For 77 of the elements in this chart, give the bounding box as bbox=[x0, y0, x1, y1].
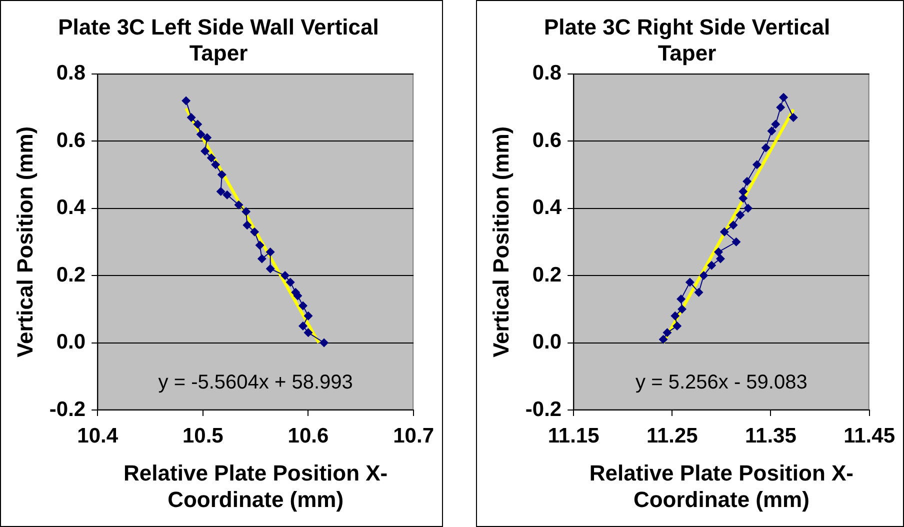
y-tick-label: -0.2 bbox=[49, 398, 86, 421]
y-tick-label: 0.2 bbox=[56, 263, 86, 286]
point bbox=[250, 227, 260, 236]
x-axis-title: Relative Plate Position X-Coordinate (mm) bbox=[124, 460, 388, 512]
point bbox=[714, 247, 723, 256]
point bbox=[200, 146, 210, 156]
x-tick-label: 10.4 bbox=[77, 424, 118, 448]
point bbox=[788, 113, 798, 122]
point bbox=[211, 160, 220, 170]
point bbox=[304, 328, 313, 338]
point bbox=[761, 143, 770, 152]
point bbox=[670, 311, 680, 320]
point bbox=[234, 200, 244, 210]
point bbox=[720, 227, 729, 236]
point bbox=[298, 301, 308, 310]
point bbox=[182, 96, 191, 106]
x-tick-label: 10.6 bbox=[288, 424, 329, 448]
point bbox=[242, 220, 252, 230]
y-axis-title: Vertical Position (mm) bbox=[12, 126, 38, 358]
point bbox=[217, 170, 226, 180]
point bbox=[678, 304, 687, 314]
x-tick-label: 11.45 bbox=[844, 424, 896, 448]
y-tick-label: 0.6 bbox=[56, 128, 86, 152]
point bbox=[186, 113, 196, 122]
point bbox=[738, 194, 748, 203]
point bbox=[699, 271, 708, 280]
y-tick-label: 0.4 bbox=[532, 196, 562, 220]
y-tick-label: 0.4 bbox=[56, 196, 86, 220]
point bbox=[732, 237, 741, 246]
x-tick-label: 10.5 bbox=[182, 424, 224, 448]
x-tick-label: 10.7 bbox=[393, 424, 434, 448]
point bbox=[736, 210, 745, 220]
y-tick-label: 0.0 bbox=[532, 330, 562, 354]
point bbox=[286, 278, 295, 287]
point bbox=[242, 207, 251, 216]
y-tick-label: 0.2 bbox=[532, 263, 562, 286]
point bbox=[304, 311, 313, 320]
point bbox=[266, 247, 275, 256]
annotation: y = 5.256x - 59.083 bbox=[636, 372, 808, 394]
point bbox=[707, 260, 716, 270]
point bbox=[257, 254, 266, 264]
y-axis-title: Vertical Position (mm) bbox=[488, 126, 514, 358]
point bbox=[672, 321, 682, 330]
point bbox=[771, 120, 780, 129]
point bbox=[694, 288, 704, 297]
x-tick-label: 11.25 bbox=[646, 424, 698, 448]
point bbox=[222, 190, 232, 200]
point bbox=[752, 160, 762, 170]
x-axis-title: Relative Plate Position X-Coordinate (mm) bbox=[589, 460, 854, 512]
y-tick-label: -0.2 bbox=[525, 398, 562, 421]
point bbox=[193, 120, 202, 129]
point bbox=[280, 271, 290, 280]
point bbox=[728, 220, 738, 230]
point bbox=[744, 204, 753, 213]
y-tick-label: 0.0 bbox=[56, 330, 86, 354]
point bbox=[767, 126, 776, 136]
point bbox=[776, 102, 786, 112]
point bbox=[716, 254, 725, 264]
point bbox=[676, 294, 686, 304]
x-tick-label: 11.35 bbox=[745, 424, 797, 448]
x-tick-label: 11.15 bbox=[548, 424, 600, 448]
point bbox=[206, 153, 216, 162]
point bbox=[779, 92, 788, 102]
point bbox=[266, 264, 275, 274]
point bbox=[255, 240, 264, 250]
point bbox=[742, 176, 752, 186]
point bbox=[320, 338, 329, 348]
point bbox=[658, 334, 668, 344]
point bbox=[662, 328, 672, 338]
point bbox=[298, 321, 308, 330]
point bbox=[202, 133, 212, 142]
point bbox=[738, 186, 748, 196]
point bbox=[196, 130, 206, 139]
point bbox=[685, 278, 694, 287]
y-tick-label: 0.6 bbox=[532, 128, 562, 152]
annotation: y = -5.5604x + 58.993 bbox=[158, 372, 353, 394]
point bbox=[216, 186, 226, 196]
